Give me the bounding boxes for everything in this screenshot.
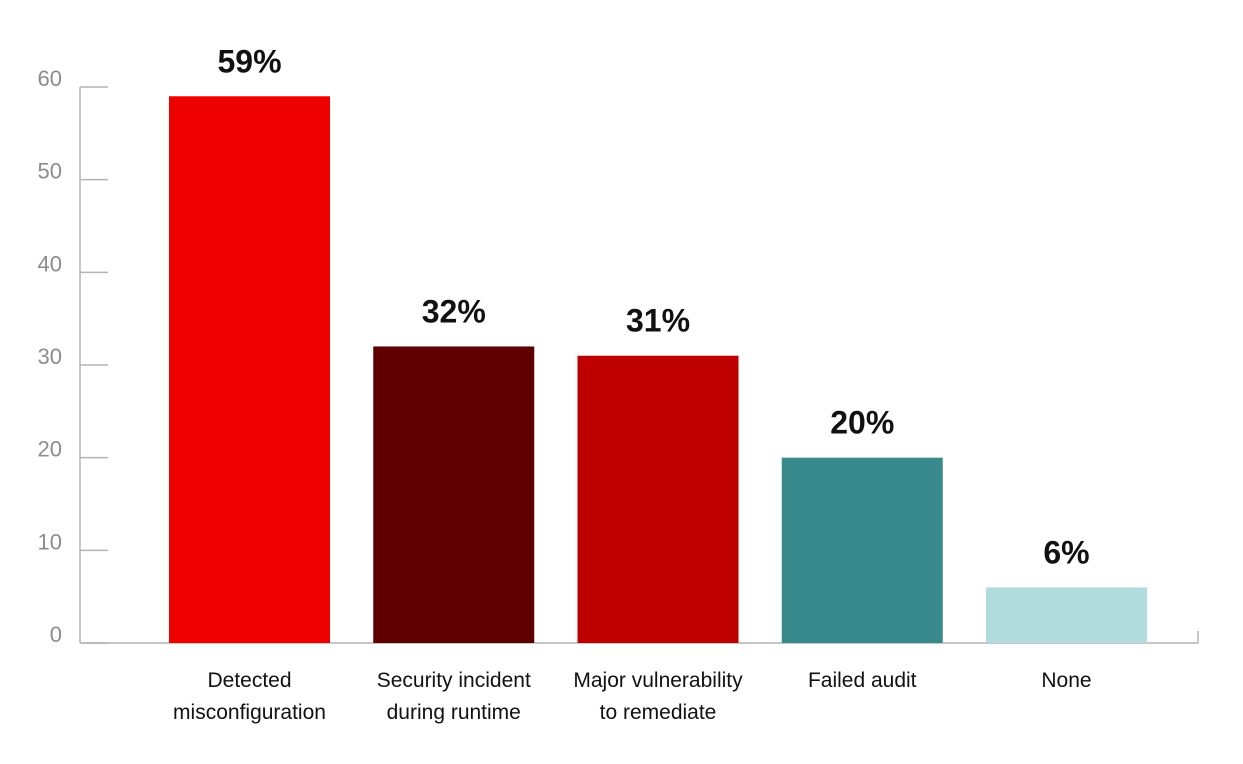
category-label-0-line-1: misconfiguration bbox=[173, 701, 326, 724]
data-label-1: 32% bbox=[422, 293, 486, 329]
bar-1 bbox=[373, 346, 535, 643]
category-label-3-line-0: Failed audit bbox=[808, 669, 917, 692]
data-labels: 59% 32% 31% 20% 6% bbox=[217, 43, 1089, 570]
category-label-0-line-0: Detected bbox=[207, 669, 291, 692]
y-tick-label-30: 30 bbox=[38, 344, 62, 369]
data-label-4: 6% bbox=[1043, 534, 1089, 570]
y-tick-label-10: 10 bbox=[38, 529, 62, 554]
data-label-0: 59% bbox=[217, 43, 281, 79]
category-label-2-line-1: to remediate bbox=[600, 701, 717, 724]
bar-3 bbox=[781, 457, 943, 643]
category-label-1-line-0: Security incident bbox=[377, 669, 531, 692]
category-label-4-line-0: None bbox=[1041, 669, 1091, 692]
bar-2 bbox=[577, 355, 739, 643]
y-tick-label-20: 20 bbox=[38, 437, 62, 462]
y-tick-label-0: 0 bbox=[50, 622, 62, 647]
data-label-2: 31% bbox=[626, 303, 690, 339]
bar-4 bbox=[986, 587, 1147, 643]
y-tick-label-40: 40 bbox=[38, 251, 62, 276]
category-labels: Detected misconfiguration Security inciden… bbox=[173, 669, 1092, 724]
y-tick-label-50: 50 bbox=[38, 159, 62, 184]
category-label-1-line-1: during runtime bbox=[387, 701, 521, 724]
bar-0 bbox=[169, 96, 330, 644]
category-label-2-line-0: Major vulnerability bbox=[573, 669, 743, 692]
bars bbox=[169, 96, 1147, 644]
data-label-3: 20% bbox=[830, 405, 894, 441]
y-axis-ticks: 0 10 20 30 40 50 60 bbox=[38, 66, 108, 647]
y-tick-label-60: 60 bbox=[38, 66, 62, 91]
